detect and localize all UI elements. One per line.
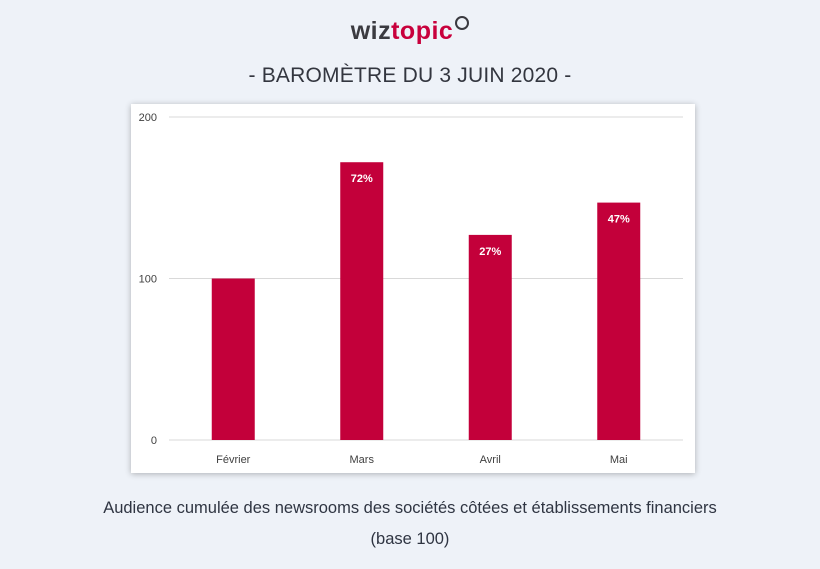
y-tick-label-1: 100	[139, 274, 157, 286]
chart-caption-line2: (base 100)	[370, 530, 450, 548]
data-label-2: 27%	[479, 246, 501, 258]
bar-0	[211, 278, 255, 440]
data-label-1: 72%	[351, 173, 373, 185]
x-tick-label-0: Février	[216, 454, 251, 466]
logo-topic-text: topic	[391, 17, 454, 45]
bar-chart: 0 100 200 Février Mars 72% Avril 27% Mai 47%	[139, 112, 683, 466]
y-tick-label-0: 0	[151, 435, 157, 447]
x-tick-label-1: Mars	[350, 454, 375, 466]
data-label-3: 47%	[608, 214, 630, 226]
bar-3	[597, 202, 641, 440]
x-tick-label-2: Avril	[480, 454, 501, 466]
x-tick-label-3: Mai	[610, 454, 628, 466]
bar-1	[340, 162, 384, 440]
page-title: - BAROMÈTRE DU 3 JUIN 2020 -	[248, 64, 572, 87]
logo-circle-icon	[455, 16, 470, 30]
y-tick-label-2: 200	[139, 112, 157, 124]
wiztopic-logo: wiztopic	[0, 14, 820, 48]
logo-wiz-text: wiz	[350, 17, 392, 45]
chart-caption-line1: Audience cumulée des newsrooms des socié…	[103, 499, 717, 517]
chart-card: 0 100 200 Février Mars 72% Avril 27% Mai 47%	[131, 104, 695, 473]
bar-2	[468, 234, 512, 440]
